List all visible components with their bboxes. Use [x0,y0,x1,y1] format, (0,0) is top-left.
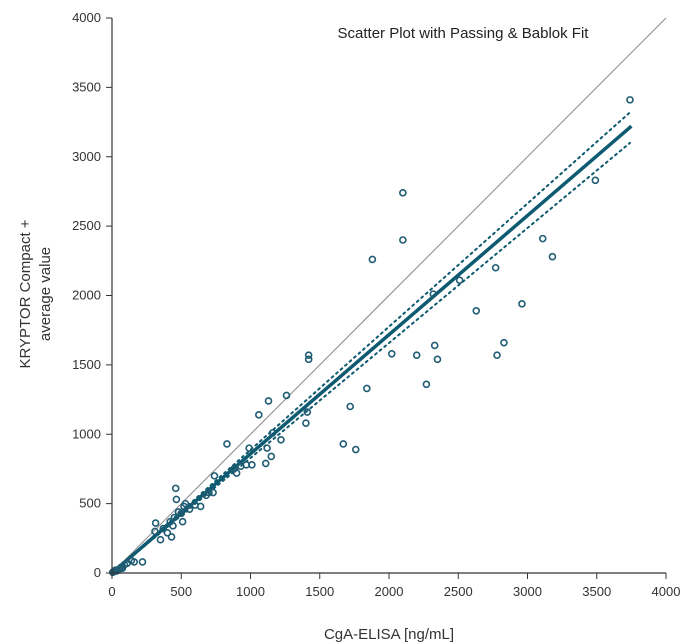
data-point [472,306,481,315]
data-point [163,528,172,537]
data-point [538,234,547,243]
data-point [263,444,271,452]
data-point [548,252,557,261]
x-tick-label: 2500 [444,584,473,599]
identity-line [111,17,667,574]
data-point [210,472,219,480]
data-point [177,509,186,518]
data-point [268,429,277,437]
data-point [151,519,160,527]
data-point [491,263,500,272]
data-point [267,452,276,461]
x-tick-label: 1000 [236,584,265,599]
data-points [108,96,634,577]
ci-upper-line [111,111,631,574]
data-point [500,338,508,347]
y-tick-label: 3500 [72,79,101,94]
y-tick-label: 1500 [72,357,101,372]
y-tick-label: 0 [94,565,101,580]
data-point [455,276,464,285]
y-tick-label: 4000 [72,10,101,25]
y-axis-title: KRYPTOR Compact + average value [17,219,54,368]
data-point [245,444,253,452]
data-point [178,517,187,526]
data-point [303,408,312,416]
data-point [518,300,526,308]
data-point [169,522,177,530]
data-point [167,533,176,541]
data-point [264,397,273,405]
x-tick-label: 2000 [375,584,404,599]
data-point [159,524,168,533]
data-point [130,558,138,566]
data-point [339,440,348,448]
x-tick-label: 4000 [652,584,681,599]
y-tick-label: 500 [79,496,101,511]
x-tick-label: 3000 [513,584,542,599]
data-point [346,402,355,411]
data-point [232,469,241,477]
x-tick-label: 1500 [305,584,334,599]
data-point [591,176,600,185]
y-axis-title-line-1: KRYPTOR Compact + [17,219,34,368]
data-point [261,459,270,468]
data-point [387,349,396,358]
data-point [399,236,407,244]
x-axis-title: CgA-ELISA [ng/mL] [324,626,454,643]
data-point [170,513,179,522]
data-point [351,445,360,454]
data-point [255,411,263,419]
data-point [363,384,371,393]
data-point [282,391,291,400]
axes: 0 500 1000 1500 2000 2500 3000 3500 4000 0 500 1000… [72,10,680,599]
passing-bablok-fit-line [110,124,633,575]
y-axis-title-line-2: average value [37,247,54,341]
y-tick-label: 1000 [72,426,101,441]
data-point [223,440,231,448]
data-point [412,351,421,359]
y-tick-label: 2000 [72,288,101,303]
data-point [248,460,256,469]
data-point [151,527,159,536]
data-point [196,502,205,511]
data-point [433,355,442,364]
data-point [302,419,310,427]
chart-title: Scatter Plot with Passing & Bablok Fit [338,25,590,42]
data-point [626,96,634,104]
data-point [205,488,213,497]
data-point [181,499,190,508]
data-point [304,351,313,359]
y-tick-label: 3000 [72,149,101,164]
x-tick-label: 3500 [582,584,611,599]
x-tick-label: 0 [108,584,115,599]
data-point [277,435,285,444]
data-point [422,380,431,389]
data-point [429,290,438,298]
data-point [138,558,147,566]
data-point [156,535,165,544]
data-point [430,341,439,350]
data-point [399,189,407,197]
x-tick-label: 500 [170,584,192,599]
data-point [368,255,377,264]
plot-lines [110,17,667,575]
ci-lower-line [111,141,631,574]
data-point [304,355,313,364]
data-point [209,488,217,497]
data-point [493,351,501,359]
data-point [172,495,181,504]
y-tick-label: 2500 [72,218,101,233]
data-point [171,484,180,493]
data-point [185,505,194,513]
